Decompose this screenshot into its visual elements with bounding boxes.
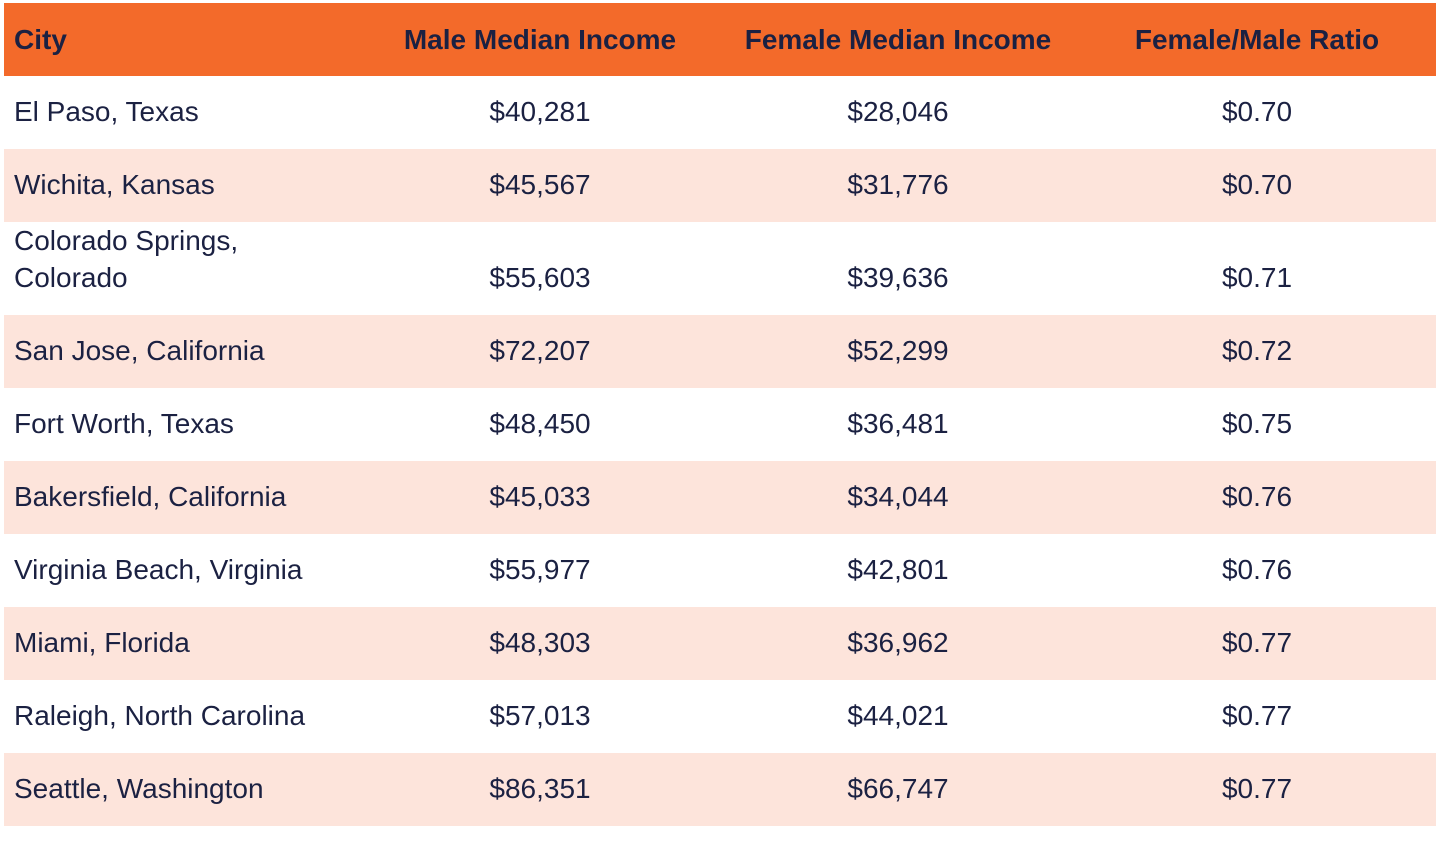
table-row: Fort Worth, Texas $48,450 $36,481 $0.75 <box>4 388 1436 461</box>
value-cell: $48,450 <box>489 408 591 439</box>
value-cell: $45,033 <box>362 461 718 534</box>
city-cell: Miami, Florida <box>4 607 362 680</box>
header-cell: Male Median Income <box>362 3 718 76</box>
city-cell: Bakersfield, California <box>4 461 362 534</box>
value-cell: $55,977 <box>489 554 591 585</box>
value-cell: $45,567 <box>362 149 718 222</box>
table-row: Seattle, Washington $86,351 $66,747 $0.77 <box>4 753 1436 826</box>
value-cell: $36,481 <box>847 408 949 439</box>
value-cell: $66,747 <box>718 753 1078 826</box>
value-cell: $0.72 <box>1078 315 1436 388</box>
value-cell: $0.76 <box>1078 461 1436 534</box>
city-cell: Seattle, Washington <box>4 753 362 826</box>
city-cell: San Jose, California <box>4 315 362 388</box>
header-cell: Female Median Income <box>718 3 1078 76</box>
header-cell: City <box>4 3 362 76</box>
value-cell: $0.71 <box>1221 262 1293 293</box>
table-row: San Jose, California $72,207 $52,299 $0.72 <box>4 315 1436 388</box>
city-cell: Wichita, Kansas <box>4 149 362 222</box>
value-cell: $86,351 <box>362 753 718 826</box>
table-body: El Paso, Texas $40,281 $28,046 $0.70 Wichita… <box>4 76 1436 826</box>
table-row: Wichita, Kansas $45,567 $31,776 $0.70 <box>4 149 1436 222</box>
value-cell: $0.77 <box>1078 753 1436 826</box>
table-row: Raleigh, North Carolina $57,013 $44,021 $0.… <box>4 680 1436 753</box>
value-cell: $57,013 <box>489 700 591 731</box>
value-cell: $0.70 <box>1221 96 1293 127</box>
value-cell: $39,636 <box>847 262 949 293</box>
value-cell: $48,303 <box>362 607 718 680</box>
city-cell: Colorado Springs, Colorado <box>14 225 239 293</box>
value-cell: $72,207 <box>362 315 718 388</box>
city-cell: El Paso, Texas <box>14 96 199 127</box>
value-cell: $0.77 <box>1221 700 1293 731</box>
table-row: Bakersfield, California $45,033 $34,044 $0.… <box>4 461 1436 534</box>
header-row: City Male Median Income Female Median Inco… <box>4 3 1436 76</box>
value-cell: $34,044 <box>718 461 1078 534</box>
city-cell: Raleigh, North Carolina <box>14 700 306 731</box>
table-row: El Paso, Texas $40,281 $28,046 $0.70 <box>4 76 1436 149</box>
table-row: Colorado Springs, Colorado $55,603 $39,636… <box>4 222 1436 315</box>
value-cell: $0.75 <box>1221 408 1293 439</box>
table-row: Miami, Florida $48,303 $36,962 $0.77 <box>4 607 1436 680</box>
value-cell: $31,776 <box>718 149 1078 222</box>
value-cell: $0.77 <box>1078 607 1436 680</box>
city-cell: Virginia Beach, Virginia <box>14 554 303 585</box>
city-cell: Fort Worth, Texas <box>14 408 234 439</box>
value-cell: $0.70 <box>1078 149 1436 222</box>
value-cell: $55,603 <box>489 262 591 293</box>
value-cell: $36,962 <box>718 607 1078 680</box>
table-row: Virginia Beach, Virginia $55,977 $42,801 $0… <box>4 534 1436 607</box>
value-cell: $28,046 <box>847 96 949 127</box>
value-cell: $52,299 <box>718 315 1078 388</box>
value-cell: $42,801 <box>847 554 949 585</box>
value-cell: $40,281 <box>489 96 591 127</box>
value-cell: $44,021 <box>847 700 949 731</box>
value-cell: $0.76 <box>1221 554 1293 585</box>
header-cell: Female/Male Ratio <box>1078 3 1436 76</box>
income-table: City Male Median Income Female Median Inco… <box>4 3 1436 826</box>
